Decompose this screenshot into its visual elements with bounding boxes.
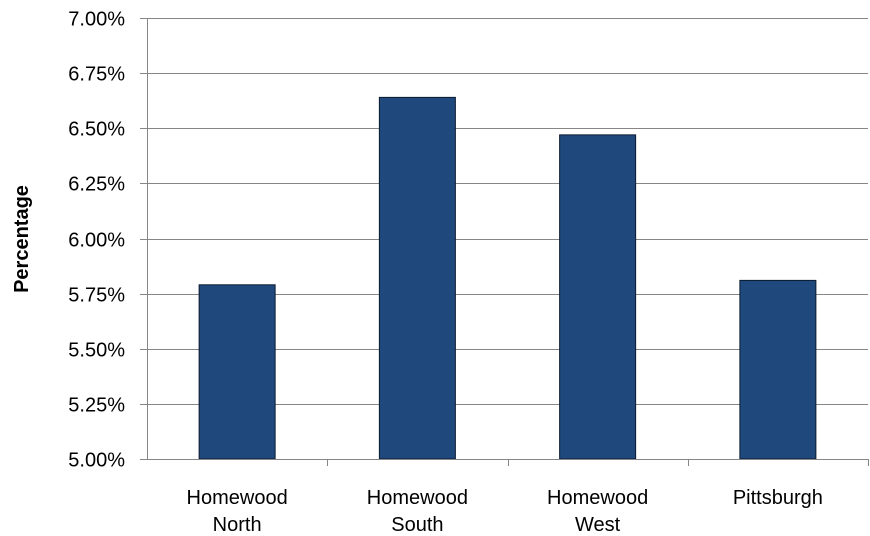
- y-tick-label: 5.75%: [68, 285, 125, 307]
- y-tick-label: 6.00%: [68, 230, 125, 252]
- y-tick-label: 5.00%: [68, 450, 125, 472]
- y-tick-label: 5.50%: [68, 340, 125, 362]
- bar: [559, 134, 637, 460]
- x-category-label: Homewood South: [367, 487, 468, 536]
- axes: [140, 18, 869, 466]
- bars: [198, 96, 817, 460]
- bar: [739, 279, 817, 460]
- y-tick-label: 7.00%: [68, 9, 125, 31]
- y-tick-label: 6.50%: [68, 119, 125, 141]
- y-axis-label: Percentage: [11, 185, 33, 293]
- y-tick-label: 5.25%: [68, 395, 125, 417]
- y-tick-label: 6.75%: [68, 64, 125, 86]
- bar: [198, 284, 276, 460]
- y-tick-label: 6.25%: [68, 174, 125, 196]
- x-category-label: Pittsburgh: [733, 487, 823, 509]
- x-category-label: Homewood North: [187, 487, 288, 536]
- labels: 5.00% 5.25% 5.50% 5.75% 6.00% 6.25% 6.50% 6.75%…: [68, 9, 823, 536]
- x-category-label: Homewood West: [547, 487, 648, 536]
- bar: [378, 96, 456, 460]
